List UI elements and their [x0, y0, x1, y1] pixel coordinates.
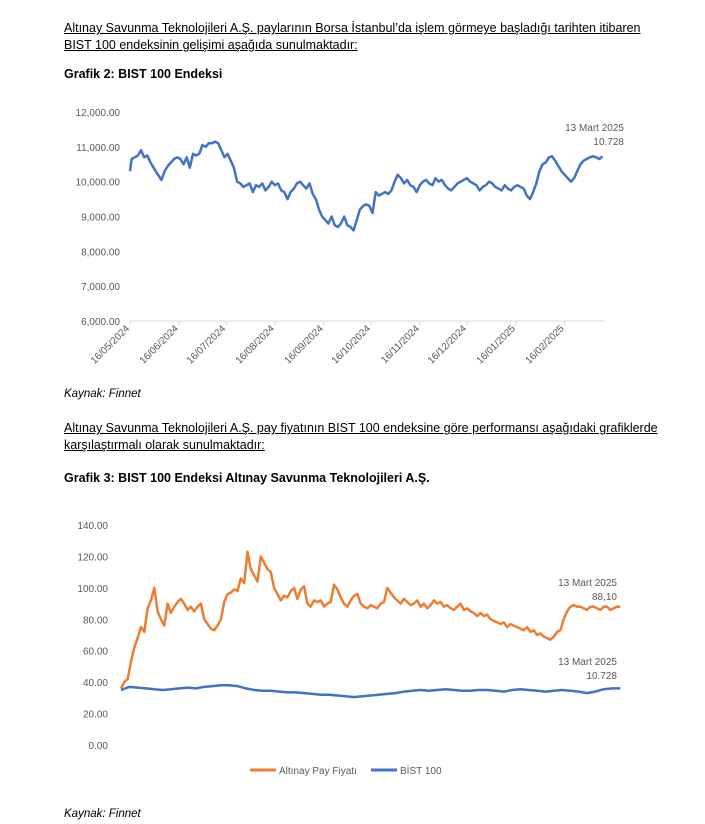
- legend-bist-label: BİST 100: [400, 764, 442, 777]
- x-tick-label: 16/10/2024: [330, 323, 373, 366]
- x-tick-label: 16/08/2024: [234, 323, 277, 366]
- y-tick-label: 120.00: [77, 552, 108, 563]
- intro-paragraph-1-line-2: BIST 100 endeksinin gelişimi aşağıda sun…: [64, 38, 358, 52]
- annotation-date: 13 Mart 2025: [565, 123, 624, 134]
- x-tick-label: 16/01/2025: [475, 323, 518, 366]
- intro-paragraph-1: Altınay Savunma Teknolojileri A.Ş. payla…: [64, 20, 664, 54]
- intro-paragraph-2-line-1: Altınay Savunma Teknolojileri A.Ş. pay f…: [64, 421, 658, 435]
- intro-paragraph-2: Altınay Savunma Teknolojileri A.Ş. pay f…: [64, 420, 664, 454]
- y-tick-label: 8,000.00: [81, 247, 120, 258]
- y-tick-label: 10,000.00: [76, 178, 121, 189]
- bist100-series-line: [128, 140, 604, 232]
- x-tick-label: 16/05/2024: [89, 323, 132, 366]
- figure3-source: Kaynak: Finnet: [64, 808, 141, 820]
- y-tick-label: 40.00: [83, 678, 108, 689]
- x-tick-label: 16/07/2024: [185, 323, 228, 366]
- annotation-value: 10.728: [593, 137, 624, 148]
- x-tick-label: 16/11/2024: [379, 323, 422, 366]
- y-tick-label: 0.00: [89, 741, 109, 752]
- y-tick-label: 20.00: [83, 710, 108, 721]
- bist100-chart: 6,000.00 7,000.00 8,000.00 9,000.00 10,000.0…: [76, 108, 625, 367]
- y-tick-label: 100.00: [77, 584, 108, 595]
- altinay-series-line: [119, 550, 621, 689]
- intro-paragraph-1-line-1: Altınay Savunma Teknolojileri A.Ş. payla…: [64, 21, 641, 35]
- y-tick-label: 6,000.00: [81, 317, 120, 328]
- figure3-caption: Grafik 3: BIST 100 Endeksi Altınay Savun…: [64, 471, 430, 485]
- y-tick-label: 60.00: [83, 647, 108, 658]
- figure2-source: Kaynak: Finnet: [64, 388, 141, 400]
- x-tick-label: 16/06/2024: [138, 323, 181, 366]
- y-tick-label: 80.00: [83, 615, 108, 626]
- y-tick-label: 11,000.00: [76, 143, 120, 154]
- y-tick-label: 7,000.00: [81, 282, 120, 293]
- intro-paragraph-2-line-2: karşılaştırmalı olarak sunulmaktadır:: [64, 438, 265, 452]
- bist-annotation-date: 13 Mart 2025: [558, 657, 617, 668]
- comparison-chart: 0.00 20.00 40.00 60.00 80.00 100.00 120.00 140.…: [77, 521, 621, 777]
- bist-annotation-value: 10.728: [586, 671, 617, 682]
- x-tick-label: 16/09/2024: [283, 323, 326, 366]
- altinay-annotation-value: 88,10: [592, 592, 617, 603]
- y-tick-label: 12,000.00: [76, 108, 121, 119]
- figure2-caption: Grafik 2: BIST 100 Endeksi: [64, 67, 223, 81]
- legend-altinay-label: Altınay Pay Fiyatı: [279, 766, 357, 777]
- x-tick-label: 16/12/2024: [426, 323, 469, 366]
- y-tick-label: 140.00: [77, 521, 108, 532]
- y-tick-label: 9,000.00: [81, 213, 120, 224]
- altinay-annotation-date: 13 Mart 2025: [558, 578, 617, 589]
- bist100-series-line: [120, 684, 621, 699]
- x-tick-label: 16/02/2025: [524, 323, 567, 366]
